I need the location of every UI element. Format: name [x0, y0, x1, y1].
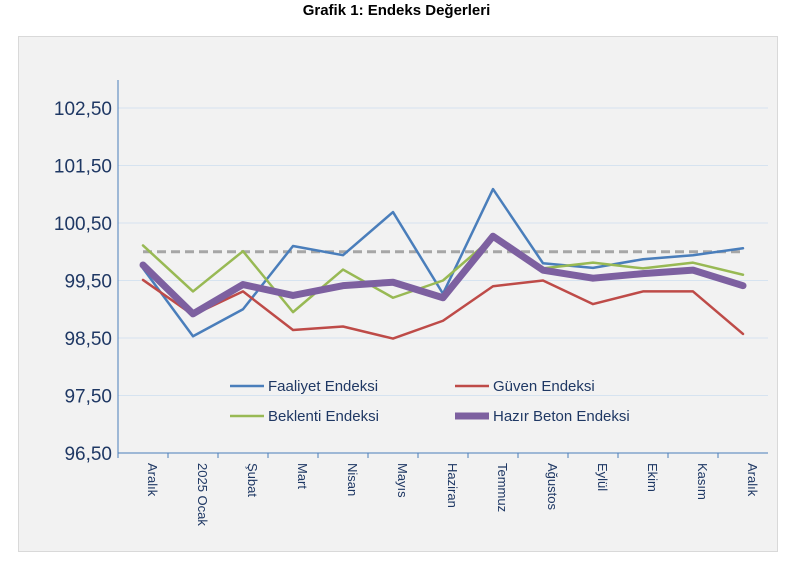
- y-tick-label: 100,50: [54, 214, 112, 235]
- series-line-3: [139, 232, 747, 318]
- y-tick-label: 102,50: [54, 99, 112, 120]
- chart-area: [18, 36, 778, 552]
- x-tick-label: Aralık: [145, 463, 160, 497]
- x-tick-label: Ekim: [645, 463, 660, 492]
- x-tick-label: Şubat: [245, 463, 260, 497]
- chart-title: Grafik 1: Endeks Değerleri: [302, 2, 491, 19]
- y-tick-label: 101,50: [54, 157, 112, 178]
- x-tick-label: Aralık: [745, 463, 760, 497]
- x-tick-label: Eylül: [595, 463, 610, 491]
- x-tick-label: Kasım: [695, 463, 710, 500]
- x-tick-label: Haziran: [445, 463, 460, 508]
- x-tick-label: 2025 Ocak: [195, 463, 210, 526]
- x-tick-label: Ağustos: [545, 463, 560, 510]
- y-tick-label: 99,50: [64, 272, 112, 293]
- legend-label: Güven Endeksi: [493, 378, 595, 395]
- x-tick-label: Temmuz: [495, 463, 510, 512]
- x-tick-label: Nisan: [345, 463, 360, 496]
- series-line-0: [141, 187, 745, 338]
- y-tick-label: 96,50: [64, 444, 112, 465]
- legend-label: Faaliyet Endeksi: [268, 378, 378, 395]
- legend-label: Beklenti Endeksi: [268, 408, 379, 425]
- x-tick-label: Mayıs: [395, 463, 410, 498]
- y-tick-label: 98,50: [64, 329, 112, 350]
- x-tick-label: Mart: [295, 463, 310, 489]
- y-tick-label: 97,50: [64, 387, 112, 408]
- legend-label: Hazır Beton Endeksi: [493, 408, 630, 425]
